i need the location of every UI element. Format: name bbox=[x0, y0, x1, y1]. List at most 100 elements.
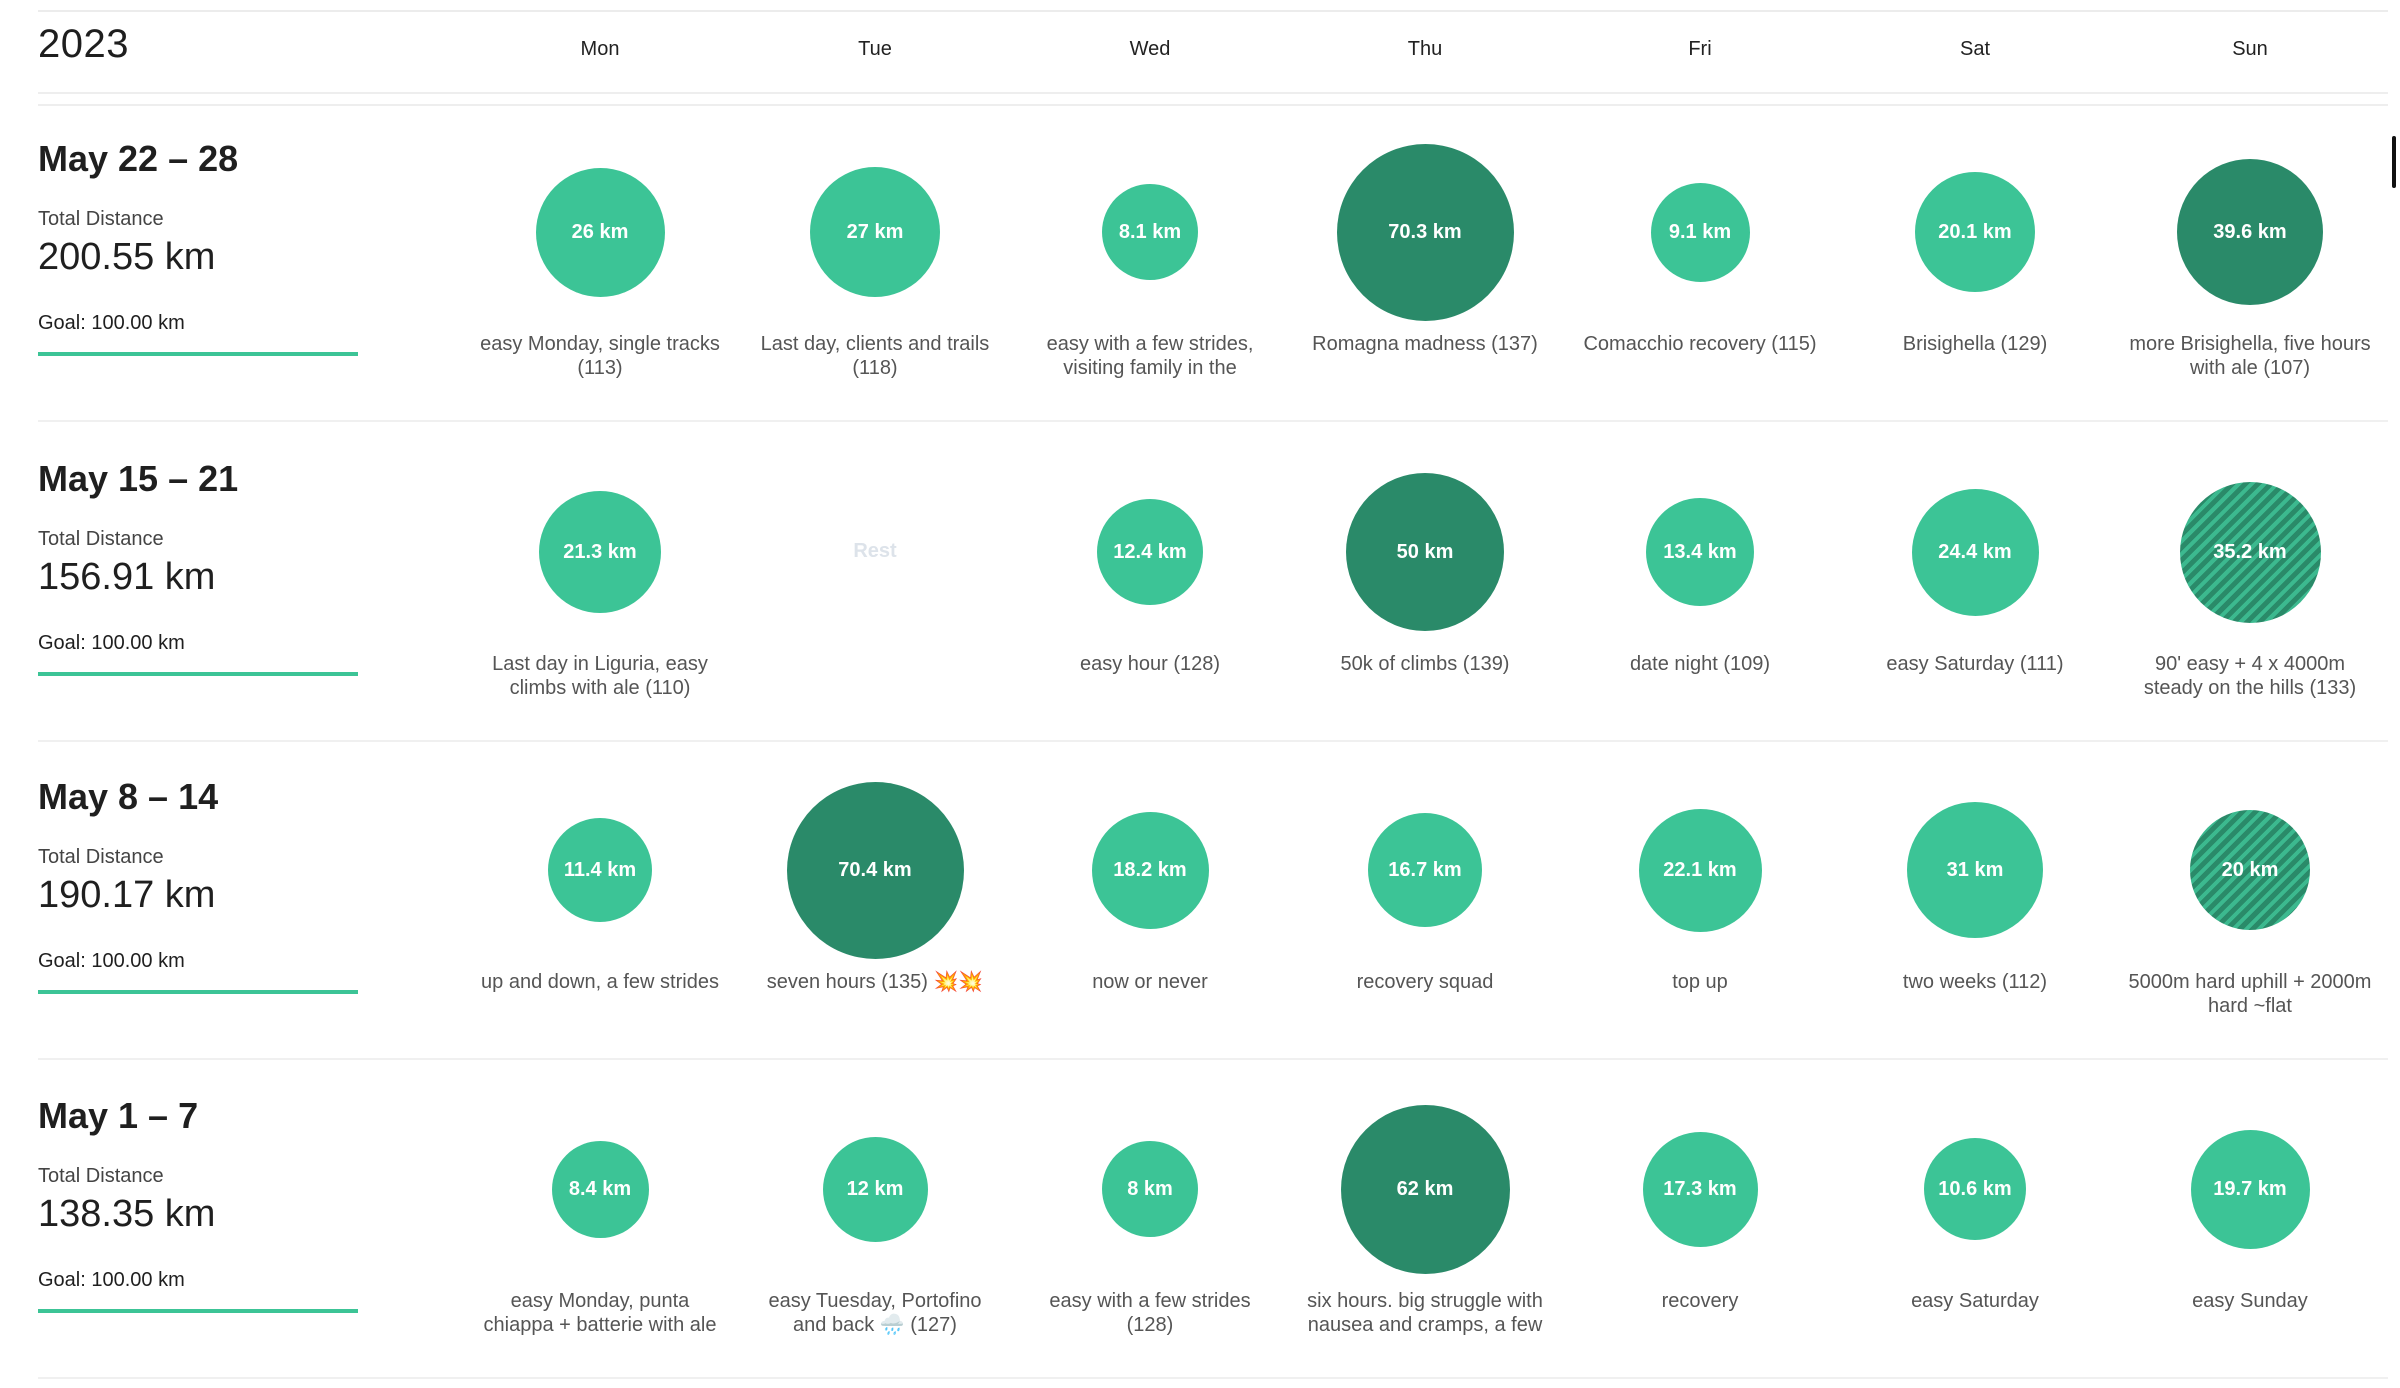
activity-bubble[interactable]: 70.4 km bbox=[786, 781, 964, 959]
activity-caption[interactable]: two weeks (112) bbox=[1902, 971, 2048, 993]
activity-distance: 9.1 km bbox=[1668, 220, 1732, 243]
activity-distance: 12 km bbox=[846, 1177, 904, 1200]
activity-caption[interactable]: date night (109) bbox=[1629, 653, 1771, 675]
activity-bubble[interactable]: 20.1 km bbox=[1915, 172, 2035, 292]
day-header-sat: Sat bbox=[1959, 38, 1991, 60]
activity-distance: 35.2 km bbox=[2213, 540, 2287, 563]
activity-distance: 39.6 km bbox=[2213, 220, 2287, 243]
total-distance-label: Total Distance bbox=[38, 846, 164, 868]
activity-bubble[interactable]: 26 km bbox=[535, 167, 665, 297]
activity-bubble[interactable]: 70.3 km bbox=[1336, 143, 1514, 321]
activity-distance: 8 km bbox=[1127, 1177, 1173, 1200]
activity-bubble[interactable]: 21.3 km bbox=[539, 491, 661, 613]
activity-caption[interactable]: easy Sunday bbox=[2192, 1290, 2308, 1312]
activity-caption[interactable]: Brisighella (129) bbox=[1902, 333, 2048, 355]
total-distance-value: 200.55 km bbox=[38, 236, 216, 278]
activity-caption[interactable]: easy hour (128) bbox=[1079, 653, 1221, 675]
total-distance-label: Total Distance bbox=[38, 528, 164, 550]
activity-distance: 21.3 km bbox=[563, 540, 637, 563]
activity-bubble[interactable]: 62 km bbox=[1340, 1104, 1510, 1274]
activity-caption[interactable]: easy Monday, single tracks (113) bbox=[480, 333, 720, 379]
activity-bubble[interactable]: 12.4 km bbox=[1097, 499, 1203, 605]
activity-bubble[interactable]: 27 km bbox=[810, 167, 940, 297]
week-divider bbox=[38, 1058, 2388, 1060]
activity-bubble[interactable]: 8.1 km bbox=[1102, 184, 1198, 280]
week-title: May 8 – 14 bbox=[38, 776, 219, 817]
activity-caption[interactable]: easy Tuesday, Portofino and back 🌧️ (127… bbox=[768, 1290, 982, 1336]
activity-distance: 26 km bbox=[571, 220, 629, 243]
activity-caption[interactable]: Comacchio recovery (115) bbox=[1583, 333, 1817, 355]
activity-bubble[interactable]: 18.2 km bbox=[1091, 811, 1209, 929]
activity-bubble[interactable]: 9.1 km bbox=[1650, 182, 1750, 282]
goal-label: Goal: 100.00 km bbox=[38, 1269, 185, 1291]
scrollbar-thumb[interactable] bbox=[2392, 136, 2396, 188]
activity-distance: 70.3 km bbox=[1388, 220, 1462, 243]
activity-caption[interactable]: seven hours (135) 💥💥 bbox=[766, 971, 984, 993]
goal-progress-bar bbox=[38, 672, 358, 676]
activity-caption[interactable]: easy Saturday bbox=[1911, 1290, 2039, 1312]
day-header-tue: Tue bbox=[858, 38, 892, 60]
activity-caption[interactable]: top up bbox=[1672, 971, 1728, 993]
activity-distance: 16.7 km bbox=[1388, 858, 1462, 881]
week-divider bbox=[38, 740, 2388, 742]
activity-bubble[interactable]: 35.2 km bbox=[2179, 481, 2321, 623]
activity-caption[interactable]: 90' easy + 4 x 4000m steady on the hills… bbox=[2143, 653, 2357, 699]
activity-bubble[interactable]: 8.4 km bbox=[551, 1140, 649, 1238]
total-distance-label: Total Distance bbox=[38, 1165, 164, 1187]
activity-distance: 22.1 km bbox=[1663, 858, 1737, 881]
activity-bubble[interactable]: 20 km bbox=[2190, 810, 2310, 930]
top-divider bbox=[38, 10, 2388, 12]
week-title: May 1 – 7 bbox=[38, 1095, 199, 1136]
activity-distance: 70.4 km bbox=[838, 858, 912, 881]
activity-bubble[interactable]: 13.4 km bbox=[1646, 498, 1754, 606]
activity-caption[interactable]: more Brisighella, five hours with ale (1… bbox=[2129, 333, 2371, 379]
activity-distance: 20 km bbox=[2221, 858, 2279, 881]
activity-caption[interactable]: Last day in Liguria, easy climbs with al… bbox=[492, 653, 708, 699]
activity-bubble[interactable]: 24.4 km bbox=[1911, 488, 2039, 616]
activity-caption[interactable]: easy with a few strides, visiting family… bbox=[1046, 333, 1254, 379]
activity-bubble[interactable]: 19.7 km bbox=[2190, 1129, 2310, 1249]
activity-distance: 18.2 km bbox=[1113, 858, 1187, 881]
goal-progress-bar bbox=[38, 1309, 358, 1313]
week-divider bbox=[38, 1377, 2388, 1379]
header-divider-lower bbox=[38, 104, 2388, 106]
activity-caption[interactable]: recovery squad bbox=[1356, 971, 1494, 993]
activity-caption[interactable]: easy with a few strides (128) bbox=[1049, 1290, 1251, 1336]
activity-bubble[interactable]: 12 km bbox=[822, 1136, 928, 1242]
activity-distance: 27 km bbox=[846, 220, 904, 243]
activity-bubble[interactable]: 31 km bbox=[1907, 802, 2043, 938]
activity-distance: 17.3 km bbox=[1663, 1177, 1737, 1200]
activity-caption[interactable]: now or never bbox=[1092, 971, 1208, 993]
activity-distance: 20.1 km bbox=[1938, 220, 2012, 243]
week-divider bbox=[38, 420, 2388, 422]
total-distance-value: 190.17 km bbox=[38, 874, 216, 916]
activity-caption[interactable]: up and down, a few strides bbox=[481, 971, 719, 993]
activity-caption[interactable]: 50k of climbs (139) bbox=[1340, 653, 1510, 675]
day-header-sun: Sun bbox=[2232, 38, 2268, 60]
activity-caption[interactable]: Last day, clients and trails (118) bbox=[760, 333, 990, 379]
activity-bubble[interactable]: 39.6 km bbox=[2177, 159, 2323, 305]
activity-caption[interactable]: easy Saturday (111) bbox=[1886, 653, 2064, 675]
week-title: May 22 – 28 bbox=[38, 138, 239, 179]
activity-caption[interactable]: 5000m hard uphill + 2000m hard ~flat bbox=[2128, 971, 2372, 1017]
activity-bubble[interactable]: 8 km bbox=[1102, 1141, 1198, 1237]
activity-bubble[interactable]: 17.3 km bbox=[1642, 1131, 1758, 1247]
activity-bubble[interactable]: 11.4 km bbox=[548, 818, 652, 922]
activity-bubble[interactable]: 50 km bbox=[1346, 473, 1504, 631]
activity-caption[interactable]: recovery bbox=[1661, 1290, 1739, 1312]
activity-caption[interactable]: six hours. big struggle with nausea and … bbox=[1307, 1290, 1543, 1336]
activity-bubble[interactable]: 16.7 km bbox=[1368, 813, 1482, 927]
goal-progress-bar bbox=[38, 990, 358, 994]
activity-distance: 12.4 km bbox=[1113, 540, 1187, 563]
day-header-fri: Fri bbox=[1688, 38, 1712, 60]
rest-day-label: Rest bbox=[853, 540, 897, 562]
activity-distance: 8.4 km bbox=[568, 1177, 632, 1200]
activity-distance: 62 km bbox=[1396, 1177, 1454, 1200]
activity-bubble[interactable]: 10.6 km bbox=[1924, 1138, 2026, 1240]
goal-label: Goal: 100.00 km bbox=[38, 632, 185, 654]
total-distance-value: 138.35 km bbox=[38, 1193, 216, 1235]
activity-caption[interactable]: Romagna madness (137) bbox=[1312, 333, 1538, 355]
day-header-wed: Wed bbox=[1129, 38, 1171, 60]
activity-caption[interactable]: easy Monday, punta chiappa + batterie wi… bbox=[483, 1290, 717, 1336]
activity-bubble[interactable]: 22.1 km bbox=[1638, 808, 1762, 932]
